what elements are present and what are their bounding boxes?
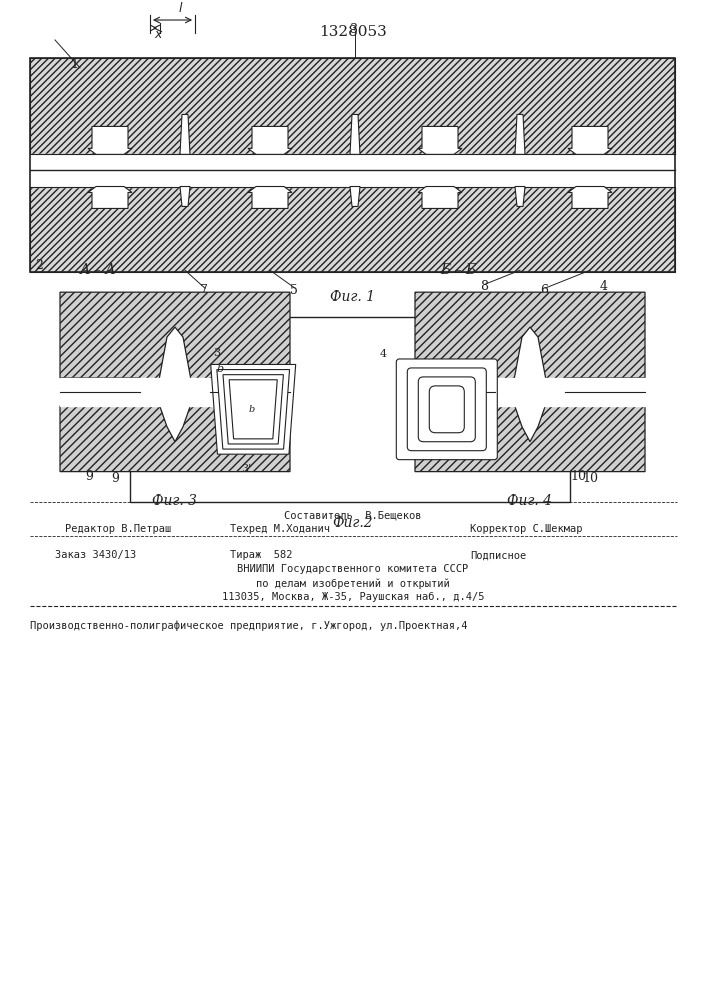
Text: 6: 6 bbox=[540, 284, 548, 297]
Text: 3': 3' bbox=[241, 464, 252, 474]
Text: 8: 8 bbox=[480, 280, 488, 293]
Text: 10: 10 bbox=[570, 470, 586, 483]
Polygon shape bbox=[350, 187, 360, 206]
Text: Фиг.2: Фиг.2 bbox=[333, 516, 373, 530]
Polygon shape bbox=[415, 404, 645, 472]
Polygon shape bbox=[418, 187, 462, 208]
Polygon shape bbox=[30, 58, 675, 154]
Polygon shape bbox=[60, 292, 290, 380]
Polygon shape bbox=[350, 114, 360, 154]
Text: x: x bbox=[154, 28, 162, 41]
Polygon shape bbox=[88, 126, 132, 154]
Polygon shape bbox=[568, 187, 612, 208]
Text: Фиг. 3: Фиг. 3 bbox=[153, 494, 197, 508]
FancyBboxPatch shape bbox=[429, 386, 464, 433]
Polygon shape bbox=[88, 187, 132, 208]
Polygon shape bbox=[211, 364, 296, 454]
Polygon shape bbox=[248, 187, 292, 208]
FancyBboxPatch shape bbox=[407, 368, 486, 451]
Text: b: b bbox=[216, 364, 223, 374]
Text: 1: 1 bbox=[70, 58, 78, 71]
Polygon shape bbox=[515, 114, 525, 154]
Text: 2: 2 bbox=[35, 259, 43, 272]
FancyBboxPatch shape bbox=[397, 359, 497, 460]
Text: Подписное: Подписное bbox=[470, 550, 526, 560]
Polygon shape bbox=[180, 114, 190, 154]
Text: 4: 4 bbox=[380, 349, 387, 359]
Polygon shape bbox=[415, 292, 645, 380]
Text: 4: 4 bbox=[600, 280, 608, 293]
Text: 3: 3 bbox=[350, 23, 358, 36]
Text: ВНИИПИ Государственного комитета СССР: ВНИИПИ Государственного комитета СССР bbox=[238, 564, 469, 574]
Polygon shape bbox=[180, 187, 190, 206]
Text: Фиг. 1: Фиг. 1 bbox=[330, 290, 375, 304]
Polygon shape bbox=[568, 126, 612, 154]
Text: 9: 9 bbox=[111, 472, 119, 485]
Text: b: b bbox=[248, 405, 255, 414]
Text: по делам изобретений и открытий: по делам изобретений и открытий bbox=[256, 578, 450, 589]
Polygon shape bbox=[60, 404, 290, 472]
Text: 10: 10 bbox=[582, 472, 598, 485]
Polygon shape bbox=[223, 375, 284, 444]
Text: 113035, Москва, Ж-35, Раушская наб., д.4/5: 113035, Москва, Ж-35, Раушская наб., д.4… bbox=[222, 592, 484, 602]
Text: Редактор В.Петраш: Редактор В.Петраш bbox=[65, 524, 171, 534]
Text: Составитель  В.Бещеков: Составитель В.Бещеков bbox=[284, 511, 422, 521]
Text: Производственно-полиграфическое предприятие, г.Ужгород, ул.Проектная,4: Производственно-полиграфическое предприя… bbox=[30, 620, 467, 631]
Text: А – А: А – А bbox=[80, 263, 117, 277]
Text: l: l bbox=[178, 2, 182, 15]
Text: Заказ 3430/13: Заказ 3430/13 bbox=[55, 550, 136, 560]
Text: 7: 7 bbox=[200, 284, 208, 297]
Text: 9: 9 bbox=[85, 470, 93, 483]
Polygon shape bbox=[229, 380, 277, 439]
Text: Б – Б: Б – Б bbox=[440, 263, 477, 277]
Bar bbox=[130, 317, 570, 502]
Polygon shape bbox=[248, 126, 292, 154]
Polygon shape bbox=[217, 370, 290, 449]
Polygon shape bbox=[418, 126, 462, 154]
Polygon shape bbox=[515, 187, 525, 206]
Text: 3: 3 bbox=[214, 348, 221, 358]
FancyBboxPatch shape bbox=[419, 377, 475, 442]
Text: 5: 5 bbox=[290, 284, 298, 297]
Polygon shape bbox=[30, 187, 675, 272]
Text: 1328053: 1328053 bbox=[319, 25, 387, 39]
Text: Корректор С.Шекмар: Корректор С.Шекмар bbox=[470, 524, 583, 534]
Text: Тираж  582: Тираж 582 bbox=[230, 550, 293, 560]
Text: Фиг. 4: Фиг. 4 bbox=[508, 494, 552, 508]
Text: Техред М.Ходанич: Техред М.Ходанич bbox=[230, 524, 330, 534]
